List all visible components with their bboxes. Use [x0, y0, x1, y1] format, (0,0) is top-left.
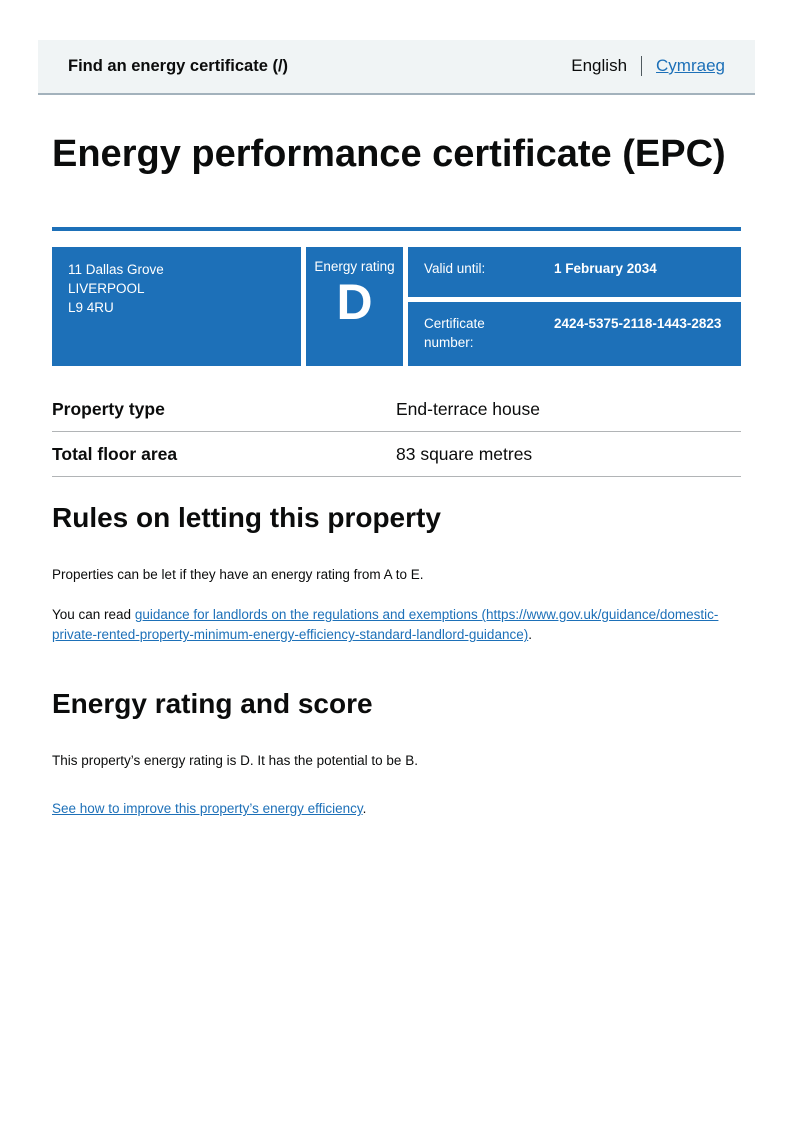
site-header: Find an energy certificate (/) English C…: [38, 40, 755, 95]
certificate-number-row: Certificate number: 2424-5375-2118-1443-…: [408, 302, 741, 367]
valid-until-label: Valid until:: [424, 261, 486, 277]
total-floor-area-value: 83 square metres: [396, 444, 533, 465]
language-current: English: [571, 56, 628, 75]
title-divider: [52, 227, 741, 232]
guidance-text-suffix: .: [528, 627, 532, 643]
language-switcher: English Cymraeg: [571, 56, 725, 76]
table-row: Total floor area 83 square metres: [52, 432, 741, 478]
rules-section-heading: Rules on letting this property: [52, 502, 441, 534]
certificate-summary-banner: 11 Dallas Grove LIVERPOOL L9 4RU Energy …: [52, 247, 741, 367]
energy-rating-value: D: [336, 274, 373, 331]
property-address: 11 Dallas Grove LIVERPOOL L9 4RU: [52, 247, 301, 367]
service-name-link[interactable]: Find an energy certificate (/): [68, 56, 289, 75]
landlord-guidance-link[interactable]: guidance for landlords on the regulation…: [52, 606, 719, 643]
certificate-number-value: 2424-5375-2118-1443-2823: [554, 316, 722, 332]
rules-section: Rules on letting this property Propertie…: [52, 501, 741, 645]
energy-rating-label: Energy rating: [314, 259, 395, 275]
property-type-value: End-terrace house: [396, 399, 540, 420]
main-content: Energy performance certificate (EPC) 11 …: [52, 131, 741, 820]
table-row: Property type End-terrace house: [52, 387, 741, 433]
improve-efficiency-link[interactable]: See how to improve this property’s energ…: [52, 801, 363, 817]
property-summary-table: Property type End-terrace house Total fl…: [52, 387, 741, 478]
certificate-details-panel: Valid until: 1 February 2034 Certificate…: [408, 247, 741, 367]
valid-until-row: Valid until: 1 February 2034: [408, 247, 741, 298]
guidance-paragraph: You can read guidance for landlords on t…: [52, 605, 741, 646]
language-link-cymraeg[interactable]: Cymraeg: [656, 56, 725, 75]
page-title: Energy performance certificate (EPC): [52, 133, 726, 175]
address-line-3: L9 4RU: [68, 299, 114, 315]
rating-section-heading: Energy rating and score: [52, 688, 373, 720]
certificate-number-label: Certificate number:: [424, 316, 485, 351]
language-separator: [641, 56, 643, 76]
improve-paragraph: See how to improve this property’s energ…: [52, 799, 741, 819]
valid-until-value: 1 February 2034: [554, 261, 657, 277]
total-floor-area-label: Total floor area: [52, 444, 178, 465]
improve-text-suffix: .: [362, 801, 367, 817]
rating-section: Energy rating and score This property’s …: [52, 687, 741, 819]
property-type-label: Property type: [52, 399, 165, 420]
address-line-2: LIVERPOOL: [68, 281, 145, 296]
address-line-1: 11 Dallas Grove: [68, 262, 164, 278]
rules-paragraph: Properties can be let if they have an en…: [52, 566, 424, 582]
energy-rating-panel: Energy rating D: [306, 247, 403, 367]
rating-summary-text: This property’s energy rating is D. It h…: [52, 753, 418, 769]
guidance-text-prefix: You can read: [52, 606, 135, 622]
